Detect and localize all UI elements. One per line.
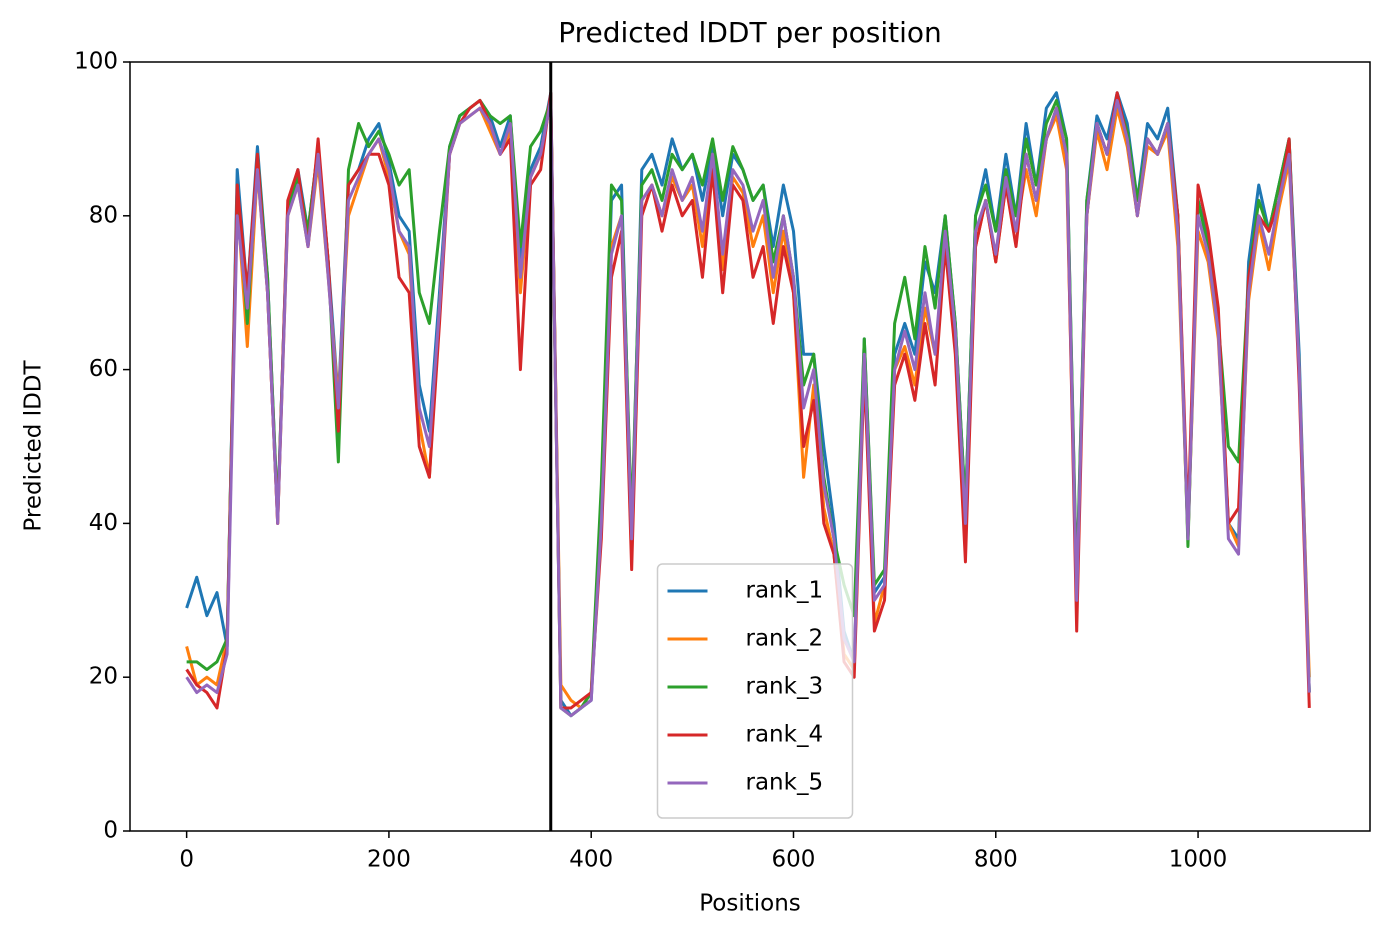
x-tick-label: 1000	[1169, 847, 1228, 873]
y-tick-label: 100	[74, 49, 118, 75]
x-tick-label: 800	[974, 847, 1018, 873]
y-tick-label: 40	[89, 510, 118, 536]
x-tick-label: 200	[367, 847, 411, 873]
series-line	[185, 98, 1311, 718]
y-tick-label: 60	[89, 356, 118, 382]
legend-label: rank_1	[746, 578, 824, 604]
legend-box	[656, 563, 854, 819]
legend-label: rank_3	[746, 674, 824, 700]
y-axis-label: Predicted lDDT	[21, 359, 47, 531]
y-tick-label: 20	[89, 664, 118, 690]
legend-label: rank_2	[746, 626, 824, 652]
plot-frame	[129, 61, 1371, 832]
y-tick-label: 0	[103, 818, 118, 844]
chart-title: Predicted lDDT per position	[558, 16, 942, 49]
x-tick-label: 400	[569, 847, 613, 873]
x-tick-label: 0	[179, 847, 194, 873]
x-axis-label: Positions	[699, 891, 801, 917]
legend-label: rank_4	[746, 722, 824, 748]
y-tick-label: 80	[89, 202, 118, 228]
legend-label: rank_5	[746, 770, 824, 796]
x-tick-label: 600	[772, 847, 816, 873]
